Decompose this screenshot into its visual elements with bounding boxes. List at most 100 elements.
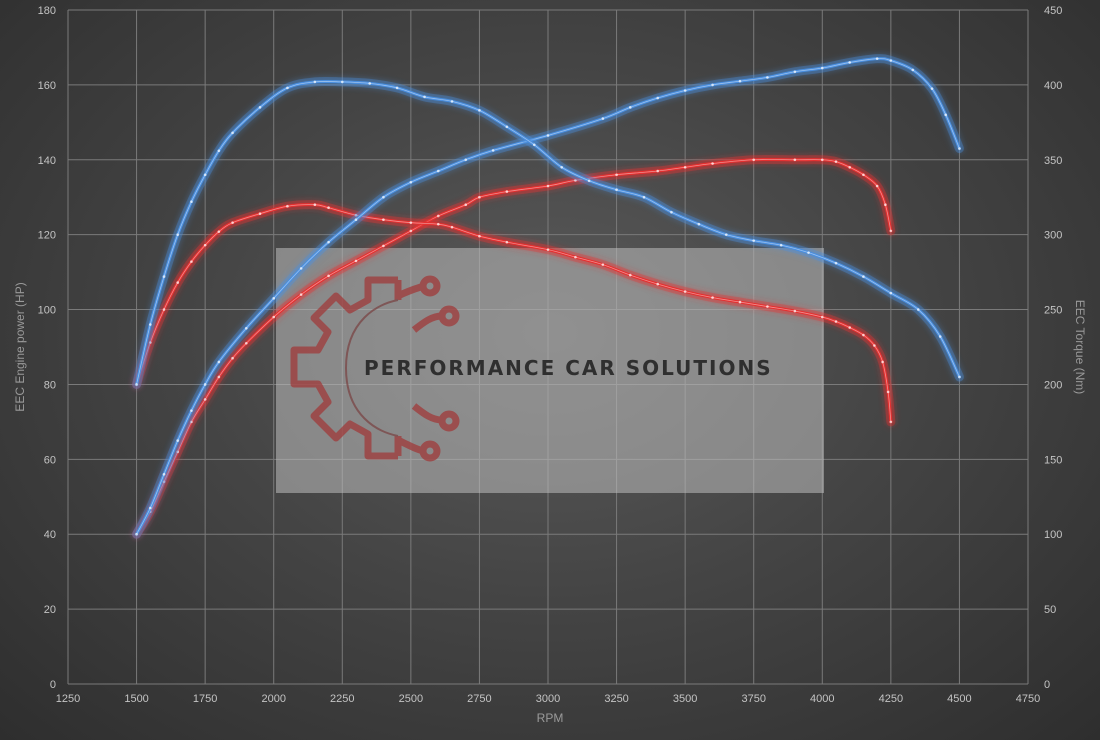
right-tick-label: 50 xyxy=(1044,604,1056,616)
data-point xyxy=(162,275,166,278)
x-tick-label: 4500 xyxy=(947,693,971,705)
left-tick-label: 0 xyxy=(50,679,56,691)
data-point xyxy=(272,297,276,300)
series-line xyxy=(135,158,893,536)
data-point xyxy=(231,221,234,224)
series-highlight xyxy=(136,159,892,535)
data-point xyxy=(299,267,303,270)
left-tick-label: 180 xyxy=(38,5,56,17)
data-point xyxy=(217,149,221,153)
data-point xyxy=(382,244,385,248)
data-point xyxy=(738,300,742,304)
data-point xyxy=(958,147,961,150)
x-axis-title: RPM xyxy=(537,711,564,725)
data-point xyxy=(505,240,509,244)
data-point xyxy=(752,239,756,242)
series-tuned-left xyxy=(132,54,964,539)
data-point xyxy=(628,273,632,277)
series-line xyxy=(135,57,961,536)
data-point xyxy=(244,341,248,345)
watermark-text: PERFORMANCE CAR SOLUTIONS xyxy=(364,356,773,380)
data-point xyxy=(601,263,605,266)
data-point xyxy=(560,165,564,169)
series-highlight xyxy=(136,58,960,535)
data-point xyxy=(587,179,591,183)
data-point xyxy=(478,109,481,112)
data-point xyxy=(683,165,687,169)
data-point xyxy=(409,221,413,224)
data-point xyxy=(574,255,577,259)
data-point xyxy=(916,308,920,311)
data-point xyxy=(190,200,193,204)
data-point xyxy=(409,229,413,233)
data-point xyxy=(340,80,344,84)
data-point xyxy=(670,210,673,214)
data-point xyxy=(886,390,890,394)
data-point xyxy=(889,420,893,424)
data-point xyxy=(938,335,942,338)
left-tick-label: 40 xyxy=(44,529,56,541)
data-point xyxy=(656,282,660,286)
data-point xyxy=(244,326,248,330)
data-point xyxy=(162,473,166,476)
data-point xyxy=(848,61,852,64)
data-point xyxy=(258,212,262,215)
data-point xyxy=(820,158,824,162)
data-point xyxy=(615,173,618,177)
data-point xyxy=(190,260,193,263)
series-stock-right xyxy=(132,200,896,427)
data-point xyxy=(546,184,550,188)
right-tick-label: 250 xyxy=(1044,305,1062,317)
x-tick-label: 3750 xyxy=(741,693,765,705)
x-axis-ticks: 1250 1500 1750 2000 2250 2500 2750 3000 3250 3500… xyxy=(56,693,1040,705)
data-point xyxy=(546,134,550,137)
right-tick-label: 400 xyxy=(1044,80,1062,92)
data-point xyxy=(505,125,509,129)
data-point xyxy=(656,169,660,173)
data-point xyxy=(258,106,262,109)
data-point xyxy=(286,204,289,208)
x-tick-label: 4750 xyxy=(1016,693,1040,705)
data-point xyxy=(711,83,714,87)
data-point xyxy=(766,76,769,79)
x-tick-label: 1750 xyxy=(193,693,217,705)
data-point xyxy=(313,80,317,84)
data-point xyxy=(135,383,138,386)
data-point xyxy=(217,375,221,379)
data-point xyxy=(176,233,180,236)
series-stock-left xyxy=(132,155,896,539)
data-point xyxy=(135,532,138,536)
data-point xyxy=(464,158,468,162)
data-point xyxy=(327,240,330,244)
data-point xyxy=(354,259,358,263)
data-point xyxy=(176,281,180,284)
right-axis-title: EEC Torque (Nm) xyxy=(1073,300,1087,394)
x-tick-label: 2500 xyxy=(399,693,423,705)
watermark: PERFORMANCE CAR SOLUTIONS xyxy=(276,248,824,493)
data-point xyxy=(231,356,234,360)
data-point xyxy=(450,225,454,229)
data-point xyxy=(862,275,865,278)
left-tick-label: 20 xyxy=(44,604,56,616)
data-point xyxy=(272,315,276,319)
data-point xyxy=(711,296,714,299)
data-point xyxy=(217,360,221,364)
x-tick-label: 3250 xyxy=(604,693,628,705)
data-point xyxy=(203,173,207,177)
data-point xyxy=(217,230,221,233)
right-tick-label: 150 xyxy=(1044,454,1062,466)
data-point xyxy=(930,87,934,90)
grid xyxy=(67,9,1029,685)
data-point xyxy=(546,248,550,251)
x-tick-label: 2250 xyxy=(330,693,354,705)
data-point xyxy=(464,203,468,207)
data-point xyxy=(395,86,399,90)
data-point xyxy=(491,149,495,152)
data-point xyxy=(848,326,852,329)
data-point xyxy=(231,131,234,135)
data-point xyxy=(436,222,440,226)
right-tick-label: 0 xyxy=(1044,679,1050,691)
data-point xyxy=(409,180,413,184)
data-point xyxy=(711,162,714,165)
data-point xyxy=(683,89,687,92)
